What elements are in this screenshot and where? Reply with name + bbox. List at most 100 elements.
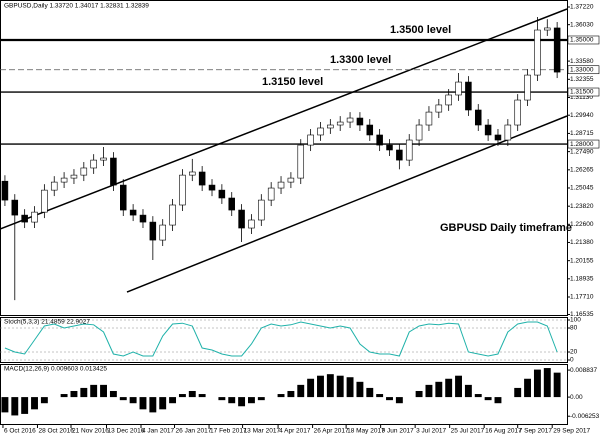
macd-bar [425,384,433,398]
level-label: 1.33000 [570,66,594,73]
candle-body [149,221,157,241]
y-tick-label: 0 [570,357,574,364]
stoch-panel [0,317,568,363]
x-tick-label: 6 Oct 2016 [4,428,36,435]
y-tick-label: 1.21380 [570,239,594,246]
candle-body [504,124,512,141]
candle-body [415,124,423,141]
candle-body [474,109,482,126]
level-label: 1.35000 [570,37,594,44]
macd-bar [21,397,29,414]
macd-bar [70,390,78,398]
candle-body [159,224,166,241]
macd-bar [445,378,453,398]
candle-body [129,209,137,216]
macd-bar [198,394,206,398]
macd-bar [533,369,541,398]
candle-body [139,214,147,223]
y-tick-label: 1.17710 [570,294,594,301]
candle-body [248,219,255,229]
y-tick-label: 1.22600 [570,221,594,228]
macd-bar [248,397,255,404]
candle-body [455,81,462,96]
y-tick-label: 0.00 [570,394,583,401]
y-tick-label: 20 [570,349,578,356]
level-label: 1.31500 [570,89,594,96]
y-tick-label: 1.27490 [570,148,594,155]
candle-body [494,134,502,141]
x-tick-label: 25 Jul 2017 [451,428,485,435]
candle-body [346,117,354,123]
chart-title: GBPUSD,Daily 1.33720 1.34017 1.32831 1.3… [4,3,149,10]
candle-body [41,189,48,213]
candle-body [258,199,265,221]
macd-bar [395,397,403,404]
y-tick-label: 1.33580 [570,58,594,65]
y-tick-label: 1.29940 [570,112,594,119]
macd-bar [238,397,246,407]
candle-body [435,104,443,113]
x-tick-label: 4 Jan 2017 [142,428,175,435]
y-tick-label: 1.36030 [570,21,594,28]
candle-body [100,157,107,161]
candle-body [189,171,196,176]
macd-bar [109,390,117,398]
y-tick-label: 80 [570,325,578,332]
main-panel [0,0,568,316]
macd-bar [80,387,88,398]
macd-bar [484,397,492,401]
y-tick-label: 1.18935 [570,276,594,283]
candle-body [514,99,521,126]
candle-body [534,29,541,76]
macd-bar [159,397,167,410]
y-tick-label: 1.20155 [570,257,594,264]
macd-bar [178,394,186,398]
candle-body [386,144,393,151]
candle-body [484,124,492,136]
macd-bar [307,378,315,398]
y-tick-label: 100 [570,317,581,324]
stoch-title: Stoch(5,3,3) 21.4859 22.9027 [4,319,90,326]
macd-bar [553,372,561,398]
macd-bar [514,387,522,398]
candle-body [356,117,364,126]
x-tick-label: 3 Jul 2017 [416,428,446,435]
macd-bar [346,377,354,398]
macd-bar [60,394,68,398]
level-label-box [567,87,600,97]
stoch-line [4,321,558,357]
candle-body [228,197,235,211]
annotation: GBPUSD Daily timeframe [440,222,572,234]
candle-body [238,209,245,229]
candle-body [287,177,295,183]
candle-body [376,134,383,146]
x-tick-label: 16 Aug 2017 [485,428,522,435]
x-tick-label: 29 Sep 2017 [553,428,590,435]
macd-bar [90,384,98,398]
macd-bar [524,378,532,398]
macd-bar [129,397,137,404]
candle-body [307,134,314,146]
candle-body [553,27,561,73]
annotation: 1.3150 level [262,76,323,88]
y-tick-label: 1.23820 [570,203,594,210]
macd-bar [228,397,236,404]
level-label-box [567,35,600,45]
candle-body [169,204,176,226]
level-label: 1.28000 [570,141,594,148]
y-tick-label: 1.37220 [570,4,594,11]
x-tick-label: 28 Oct 2016 [38,428,74,435]
x-tick-label: 13 Mar 2017 [244,428,281,435]
candle-body [336,121,344,126]
level-label-box [567,139,600,149]
macd-bar [356,381,364,398]
candle-body [90,159,97,169]
macd-bar [100,384,107,398]
y-tick-label: 0.008837 [570,367,597,374]
candle-body [21,214,28,223]
macd-panel [0,364,568,425]
macd-bar [297,384,305,398]
candle-body [60,177,68,183]
x-tick-label: 26 Apr 2017 [314,428,349,435]
